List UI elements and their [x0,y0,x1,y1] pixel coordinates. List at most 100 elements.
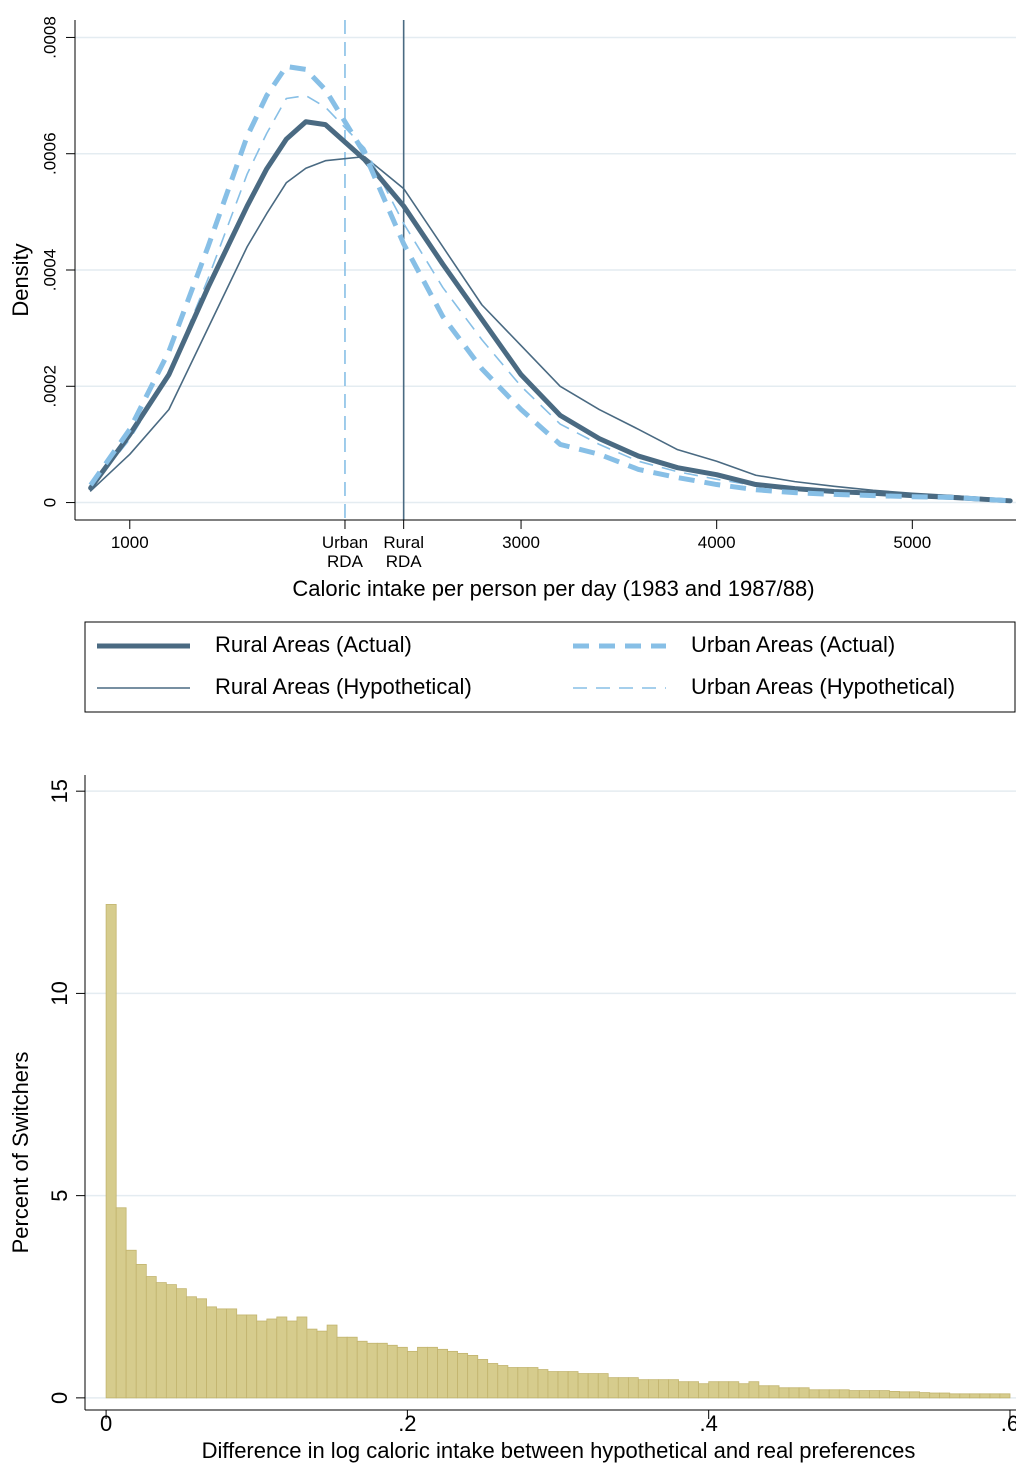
y-tick-label: .0006 [40,132,59,175]
x-axis-title: Caloric intake per person per day (1983 … [292,576,814,601]
histogram-bar [185,1296,197,1399]
histogram-bar [115,1207,127,1399]
histogram-bar [105,904,117,1399]
histogram-bar [848,1390,860,1399]
histogram-bar [406,1350,418,1399]
histogram-bar [447,1350,458,1399]
histogram-bar [296,1316,308,1399]
y-tick-label: 5 [47,1190,72,1202]
histogram-bar [838,1389,850,1399]
histogram-bar [477,1359,489,1399]
histogram-bar [758,1385,770,1399]
histogram-bar [899,1391,910,1399]
histogram-bar [507,1367,519,1399]
histogram-bar [909,1391,920,1399]
density-chart: 0 .0002 .0004 .0006 .0008 Caloric intake per … [8,16,1016,713]
histogram-bar [648,1379,659,1399]
density-line [90,94,1011,502]
y-tick-label: .0002 [40,365,59,408]
y-axis-title: Percent of Switchers [8,1052,33,1254]
legend-label: Urban Areas (Actual) [691,632,895,657]
histogram-bar [959,1393,971,1399]
histogram-bar [396,1346,408,1399]
histogram-bar [979,1393,991,1399]
x-tick-label: .2 [398,1411,417,1436]
histogram-bar [567,1371,579,1399]
histogram-bar [276,1316,288,1399]
histogram-bar [688,1381,699,1399]
legend-label: Rural Areas (Hypothetical) [215,674,472,699]
histogram-bar [678,1381,690,1399]
histogram-bar [869,1390,880,1399]
histogram-bar [196,1298,207,1399]
histogram-bar [798,1387,810,1399]
histogram-bar [828,1389,840,1399]
histogram-bar [919,1392,931,1399]
histogram-bar [607,1377,619,1399]
x-axis-title: Difference in log caloric intake between… [202,1438,916,1463]
histogram-bar [768,1385,780,1399]
histogram-bar [999,1393,1011,1399]
histogram-bar [808,1389,820,1399]
histogram-bar [718,1381,730,1399]
histogram-bar [929,1392,941,1399]
histogram-bar [135,1263,147,1399]
histogram-bar [176,1288,187,1399]
histogram-bar [256,1320,268,1399]
histogram-bar [989,1393,1001,1399]
histogram-bar [637,1379,649,1399]
x-tick-label: 1000 [110,533,149,552]
x-tick-label: .6 [1000,1411,1016,1436]
density-line [88,64,1011,504]
histogram-bar [236,1314,248,1399]
histogram-bar [336,1336,348,1399]
density-line [89,155,1011,501]
histogram-bar [818,1389,830,1399]
y-tick-label: 10 [47,981,72,1005]
x-tick-label: Urban RDA [321,533,369,571]
x-tick-label: .4 [699,1411,718,1436]
histogram-bar [125,1249,137,1399]
histogram-bar [517,1367,529,1399]
histogram-bar [738,1383,750,1399]
histogram-bar [547,1371,559,1399]
histogram-bar [386,1344,398,1399]
histogram-bar [939,1392,951,1399]
histogram-bar [286,1320,298,1399]
y-tick-label: 15 [47,779,72,803]
histogram-bar [537,1369,549,1399]
y-tick-label: 0 [47,1392,72,1404]
histogram-bar [376,1342,388,1399]
legend-label: Urban Areas (Hypothetical) [691,674,955,699]
histogram-bar [487,1363,499,1399]
histogram-bar [366,1342,378,1399]
x-tick-label: 5000 [893,533,932,552]
histogram-bar [497,1365,509,1399]
histogram-bar [708,1381,720,1399]
histogram-bar [206,1306,217,1399]
histogram-bar [668,1379,679,1399]
histogram-bar [346,1336,358,1399]
histogram-bar [417,1346,428,1399]
legend-box [84,621,1016,713]
histogram-bar [658,1379,669,1399]
x-tick-label: 3000 [502,533,540,552]
histogram-bar [858,1390,870,1399]
histogram-bar [356,1340,368,1399]
histogram-bar [748,1381,760,1399]
histogram-bar [266,1318,278,1399]
y-tick-label: 0 [40,498,59,507]
x-tick-label: 0 [99,1411,113,1436]
histogram-chart: 0 5 10 15 Difference in log caloric intake b… [8,775,1016,1463]
histogram-bar [949,1393,961,1399]
histogram-bar [788,1387,800,1399]
histogram-bar [457,1352,469,1399]
histogram-bar [246,1314,258,1399]
histogram-bar [527,1367,539,1399]
x-tick-label: 4000 [697,533,736,552]
y-tick-label: .0004 [40,249,59,292]
legend: Rural Areas (Actual) Urban Areas (Actual)… [84,621,1016,713]
histogram-bar [577,1373,589,1399]
histogram-bar [145,1276,157,1399]
